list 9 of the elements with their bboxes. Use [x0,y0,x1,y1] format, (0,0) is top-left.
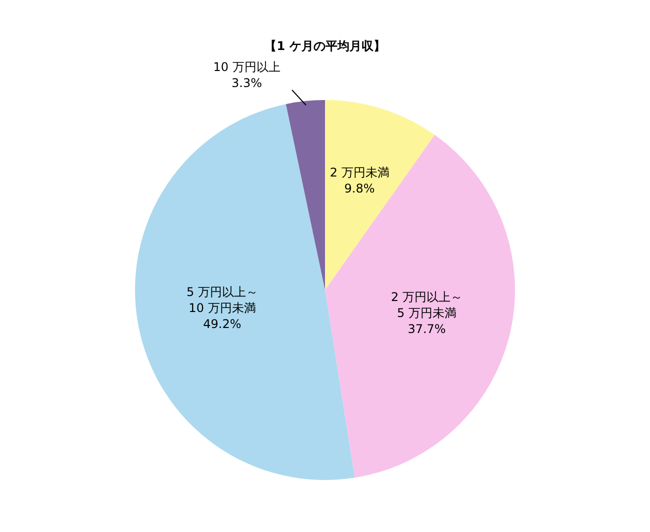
data-label: 9.8% [344,181,375,196]
data-label: 37.7% [408,322,446,336]
chart-title: 【1 ケ月の平均月収】 [264,39,386,54]
slice-label: 2 万円未満 [330,165,390,180]
slice-label: 2 万円以上～5 万円未満 [391,290,462,320]
slice-label: 5 万円以上～10 万円未満 [186,285,258,316]
slice-label: 10 万円以上 [213,60,280,74]
data-label: 49.2% [203,317,242,332]
data-label: 3.3% [232,76,262,90]
